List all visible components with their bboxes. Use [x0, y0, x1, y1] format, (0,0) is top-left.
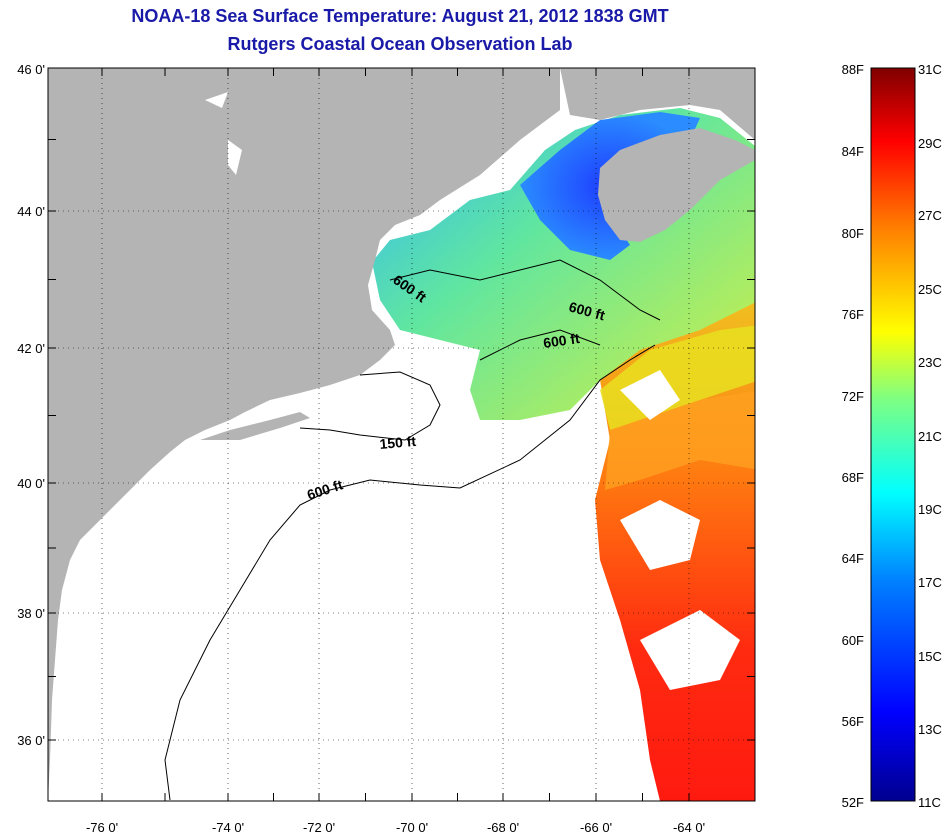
colorbar-c-label: 23C [918, 355, 942, 370]
land-nova-scotia [598, 128, 755, 242]
colorbar-f-label: 88F [841, 62, 864, 77]
lon-label: -66 0' [579, 820, 613, 835]
colorbar-f-label: 72F [841, 389, 864, 404]
lat-label: 44 0' [17, 204, 45, 219]
sst-bay-of-fundy-cold [520, 112, 700, 260]
lon-label: -74 0' [211, 820, 245, 835]
colorbar-c-label: 11C [918, 795, 941, 810]
contour-600ft-gom [389, 259, 661, 321]
contour-600ft-south [164, 344, 656, 801]
sst-clouds-1 [620, 500, 700, 570]
colorbar-f-label: 84F [841, 144, 864, 159]
lon-label: -70 0' [395, 820, 429, 835]
contour-150ft [299, 371, 441, 441]
land-long-island [200, 412, 310, 440]
lon-label: -72 0' [302, 820, 336, 835]
colorbar-c-label: 19C [918, 502, 942, 517]
colorbar-f-label: 60F [841, 633, 864, 648]
colorbar-f-label: 68F [841, 470, 864, 485]
lat-label: 46 0' [17, 62, 45, 77]
axis-ticks [48, 67, 755, 801]
lat-label: 38 0' [17, 606, 45, 621]
colorbar-c-label: 25C [918, 282, 942, 297]
colorbar-f-label: 80F [841, 226, 864, 241]
contour-label: 600 ft [542, 330, 581, 351]
plot-frame [47, 67, 756, 802]
colorbar-f-label: 76F [841, 307, 864, 322]
sst-clouds-2 [640, 610, 740, 690]
graticule [48, 68, 755, 801]
colorbar-c-label: 27C [918, 208, 942, 223]
lon-label: -76 0' [85, 820, 119, 835]
colorbar-c-label: 15C [918, 649, 942, 664]
colorbar-f-label: 64F [841, 551, 864, 566]
land-mainland [48, 68, 560, 801]
colorbar-c-label: 29C [918, 136, 942, 151]
colorbar [870, 67, 916, 802]
colorbar-c-label: 31C [918, 62, 942, 77]
chesapeake [50, 560, 80, 801]
lake-1 [205, 92, 228, 108]
lon-label: -68 0' [486, 820, 520, 835]
contour-600ft-ns [479, 329, 601, 361]
sst-clouds-3 [620, 370, 680, 420]
colorbar-c-label: 17C [918, 575, 942, 590]
lon-label: -64 0' [672, 820, 706, 835]
lat-label: 36 0' [17, 733, 45, 748]
colorbar-c-label: 13C [918, 722, 942, 737]
lat-label: 40 0' [17, 476, 45, 491]
colorbar-c-label: 21C [918, 429, 942, 444]
sst-warm-inner [605, 390, 755, 490]
colorbar-f-label: 52F [841, 795, 864, 810]
lake-2 [228, 140, 242, 175]
contour-label: 150 ft [379, 433, 417, 452]
land-new-brunswick [560, 68, 755, 140]
map-subtitle: Rutgers Coastal Ocean Observation Lab [227, 34, 573, 54]
colorbar-f-label: 56F [841, 714, 864, 729]
map-title: NOAA-18 Sea Surface Temperature: August … [131, 6, 669, 26]
lat-label: 42 0' [17, 341, 45, 356]
